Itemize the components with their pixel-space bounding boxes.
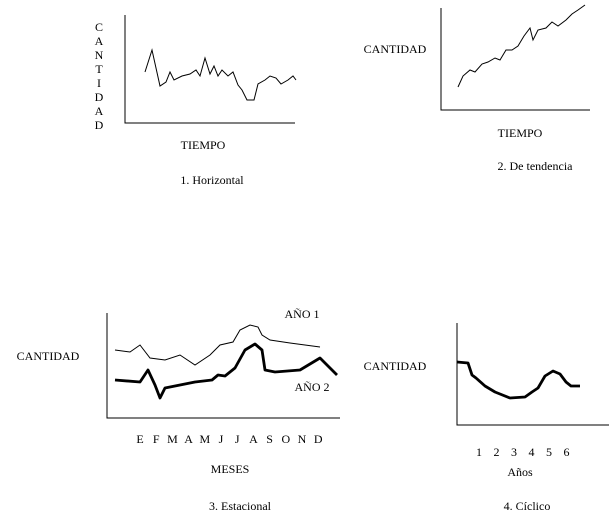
x-label: MESES bbox=[211, 462, 250, 476]
y-label: CANTIDAD bbox=[17, 349, 80, 363]
x-tick-label: A bbox=[249, 432, 258, 446]
x-tick-label: N bbox=[298, 432, 307, 446]
y-label: CANTIDAD bbox=[364, 42, 427, 56]
x-tick-label: 4 bbox=[529, 445, 535, 459]
y-label: CANTIDAD bbox=[92, 20, 106, 132]
cyclic-line bbox=[456, 360, 580, 400]
x-tick-label: E bbox=[136, 432, 143, 446]
year2-line bbox=[114, 342, 338, 400]
x-tick-label: 2 bbox=[494, 445, 500, 459]
axes bbox=[440, 8, 590, 111]
x-label: TIEMPO bbox=[181, 138, 226, 152]
caption: 2. De tendencia bbox=[498, 159, 574, 173]
x-tick-label: D bbox=[314, 432, 323, 446]
axes bbox=[124, 15, 295, 124]
x-tick-label: 6 bbox=[564, 445, 570, 459]
y-label: CANTIDAD bbox=[364, 359, 427, 373]
x-tick-label: M bbox=[199, 432, 210, 446]
year1-line bbox=[114, 324, 321, 366]
x-tick-label: J bbox=[235, 432, 240, 446]
x-tick-label: 1 bbox=[476, 445, 482, 459]
x-tick-label: J bbox=[219, 432, 224, 446]
series-label: AÑO 2 bbox=[295, 380, 330, 394]
caption: 4. Cíclico bbox=[504, 499, 551, 513]
x-tick-label: S bbox=[266, 432, 273, 446]
caption: 1. Horizontal bbox=[180, 173, 244, 187]
axes bbox=[106, 313, 340, 419]
x-label: TIEMPO bbox=[498, 126, 543, 140]
series-label: AÑO 1 bbox=[285, 307, 320, 321]
x-tick-label: 5 bbox=[546, 445, 552, 459]
x-tick-label: A bbox=[184, 432, 193, 446]
trend-line bbox=[457, 4, 586, 88]
x-tick-label: 3 bbox=[511, 445, 517, 459]
x-tick-label: F bbox=[153, 432, 160, 446]
caption: 3. Estacional bbox=[209, 499, 272, 513]
horizontal-line bbox=[144, 48, 297, 101]
x-label: Años bbox=[507, 465, 533, 479]
axes bbox=[456, 323, 609, 426]
x-tick-label: M bbox=[167, 432, 178, 446]
x-tick-label: O bbox=[281, 432, 290, 446]
